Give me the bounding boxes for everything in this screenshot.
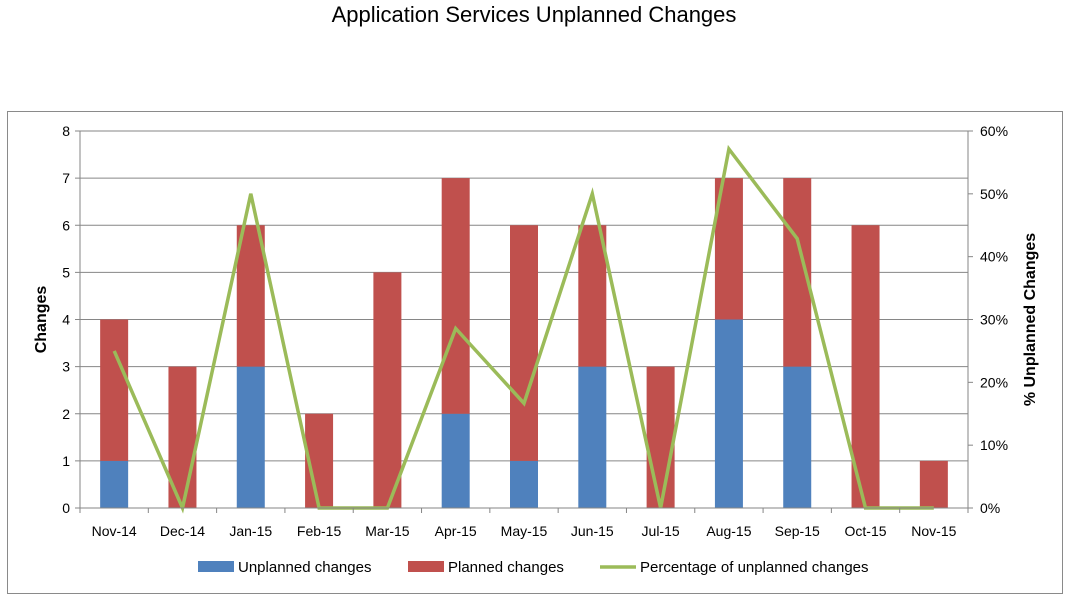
axes-group: 0 1 2 3 4 5 6 7 8 0% 10% 20% 30% 40% 50% 60% Nov-14 Dec-1… (33, 123, 1039, 539)
bar-unplanned-changes (441, 413, 470, 508)
x-tick-label: Aug-15 (706, 523, 751, 539)
x-tick-label: Feb-15 (297, 523, 342, 539)
y2-axis-title: % Unplanned Changes (1022, 233, 1039, 406)
y-axis-title: Changes (33, 286, 50, 354)
x-tick-label: Jul-15 (642, 523, 680, 539)
y2-tick-label: 10% (980, 437, 1008, 453)
legend-swatch-planned-changes (408, 561, 444, 572)
bar-unplanned-changes (510, 460, 538, 508)
stacked-bar-line-chart: 0 1 2 3 4 5 6 7 8 0% 10% 20% 30% 40% 50% 60% Nov-14 Dec-1… (33, 123, 1039, 576)
x-tick-label: Sep-15 (775, 523, 820, 539)
y2-tick-label: 40% (980, 249, 1008, 265)
y2-tick-label: 0% (980, 500, 1000, 516)
bar-planned-changes (441, 178, 470, 414)
bar-planned-changes (919, 460, 948, 508)
bar-planned-changes (510, 225, 538, 461)
y2-tick-label: 30% (980, 312, 1008, 328)
y2-tick-label: 20% (980, 374, 1008, 390)
x-tick-label: May-15 (501, 523, 548, 539)
chart-frame: 0 1 2 3 4 5 6 7 8 0% 10% 20% 30% 40% 50% 60% Nov-14 Dec-1… (7, 111, 1063, 594)
y2-tick-label: 50% (980, 186, 1008, 202)
legend-label-percentage-of-unplanned-changes: Percentage of unplanned changes (640, 559, 869, 576)
y-tick-label: 8 (62, 123, 70, 139)
line-percentage-of-unplanned-changes (112, 144, 934, 514)
x-tick-label: Jun-15 (571, 523, 614, 539)
x-tick-label: Jan-15 (229, 523, 272, 539)
x-tick-label: Nov-14 (92, 523, 137, 539)
y-tick-label: 5 (62, 264, 70, 280)
line-group (112, 144, 934, 514)
bar-unplanned-changes (578, 366, 607, 508)
bar-planned-changes (373, 272, 402, 508)
bar-planned-changes (851, 225, 880, 508)
x-tick-label: Apr-15 (435, 523, 477, 539)
y-tick-label: 0 (62, 500, 70, 516)
y-tick-label: 3 (62, 359, 70, 375)
y-tick-label: 4 (62, 312, 70, 328)
legend-label-unplanned-changes: Unplanned changes (238, 559, 371, 576)
x-tick-label: Mar-15 (365, 523, 410, 539)
y-tick-label: 6 (62, 217, 70, 233)
bar-unplanned-changes (714, 319, 743, 508)
bar-planned-changes (578, 225, 607, 367)
x-tick-label: Nov-15 (911, 523, 956, 539)
bar-unplanned-changes (100, 460, 129, 508)
page-title: Application Services Unplanned Changes (331, 2, 737, 27)
bar-unplanned-changes (236, 366, 265, 508)
legend-swatch-unplanned-changes (198, 561, 234, 572)
y-tick-label: 2 (62, 406, 70, 422)
y-tick-label: 1 (62, 453, 70, 469)
bar-unplanned-changes (783, 366, 812, 508)
y-tick-label: 7 (62, 170, 70, 186)
x-tick-label: Dec-14 (160, 523, 205, 539)
legend: Unplanned changes Planned changes Percenta… (198, 559, 869, 576)
x-tick-label: Oct-15 (845, 523, 887, 539)
bar-planned-changes (646, 366, 675, 508)
bars-group (100, 178, 948, 508)
bar-planned-changes (100, 319, 129, 461)
y2-tick-label: 60% (980, 123, 1008, 139)
bar-planned-changes (236, 225, 265, 367)
legend-label-planned-changes: Planned changes (448, 559, 564, 576)
